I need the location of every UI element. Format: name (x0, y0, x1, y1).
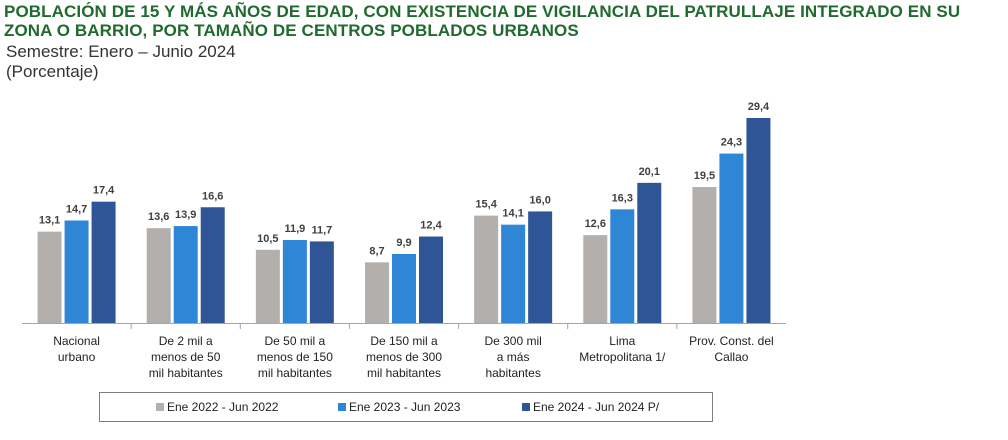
legend-label: Ene 2022 - Jun 2022 (167, 400, 279, 414)
bar (419, 236, 443, 323)
x-tick-label: menos de 50 (151, 350, 221, 364)
legend-label: Ene 2023 - Jun 2023 (349, 400, 461, 414)
data-label: 10,5 (257, 233, 278, 245)
chart-title: POBLACIÓN DE 15 Y MÁS AÑOS DE EDAD, CON … (4, 2, 961, 40)
data-label: 8,7 (369, 245, 384, 257)
x-tick-label: De 150 mil a (370, 334, 438, 348)
data-label: 11,9 (284, 223, 305, 235)
x-tick-label: Lima (609, 334, 635, 348)
legend-label: Ene 2024 - Jun 2024 P/ (533, 400, 660, 414)
x-tick-label: mil habitantes (149, 366, 223, 380)
x-tick-label: mil habitantes (258, 366, 332, 380)
bar (309, 241, 334, 323)
data-label: 12,4 (420, 220, 442, 232)
data-label: 19,5 (694, 170, 715, 182)
x-tick-label: De 50 mil a (265, 334, 326, 348)
bar (173, 226, 198, 323)
data-label: 13,1 (39, 215, 60, 227)
x-tick-label: Prov. Const. del (689, 334, 773, 348)
x-tick-label: Metropolitana 1/ (579, 350, 666, 364)
legend-swatch (522, 403, 530, 411)
bar (146, 228, 171, 323)
x-tick-label: De 2 mil a (159, 334, 213, 348)
bar (282, 240, 307, 323)
chart-unit: (Porcentaje) (6, 62, 99, 81)
data-label: 20,1 (639, 166, 660, 178)
data-label: 9,9 (396, 237, 411, 249)
x-tick-label: Nacional (53, 334, 100, 348)
bar (692, 187, 717, 323)
x-tick-label: menos de 300 (366, 350, 442, 364)
bar (37, 231, 62, 323)
x-tick-label: a más (497, 350, 530, 364)
data-label: 15,4 (475, 199, 497, 211)
bar (637, 182, 662, 323)
bar (583, 235, 608, 323)
bar (365, 262, 389, 323)
x-tick-label: De 300 mil (484, 334, 541, 348)
x-tick-label: urbano (58, 350, 96, 364)
data-label: 11,7 (311, 224, 332, 236)
bar (501, 224, 526, 323)
x-tick-label: Callao (714, 350, 748, 364)
chart-subtitle: Semestre: Enero – Junio 2024 (6, 42, 236, 61)
bar (91, 201, 116, 323)
data-label: 12,6 (585, 218, 606, 230)
bar (610, 209, 635, 323)
legend-swatch (156, 403, 164, 411)
data-label: 17,4 (93, 185, 115, 197)
bar (719, 153, 744, 323)
x-tick-label: mil habitantes (367, 366, 441, 380)
x-tick-label: menos de 150 (257, 350, 333, 364)
data-label: 29,4 (748, 101, 770, 113)
data-label: 13,9 (175, 209, 196, 221)
bar (64, 220, 89, 323)
x-tick-label: habitantes (485, 366, 540, 380)
data-label: 16,6 (202, 190, 223, 202)
bar (474, 215, 499, 323)
bar (392, 253, 416, 323)
data-label: 13,6 (148, 211, 169, 223)
bar (528, 211, 553, 323)
data-label: 16,3 (612, 192, 633, 204)
data-label: 24,3 (721, 137, 742, 149)
legend-swatch (338, 403, 346, 411)
data-label: 14,1 (502, 208, 523, 220)
bar (746, 118, 771, 323)
bar (200, 207, 225, 323)
legend-box (99, 392, 713, 422)
bar (255, 249, 280, 323)
data-label: 14,7 (66, 204, 87, 216)
data-label: 16,0 (529, 194, 550, 206)
